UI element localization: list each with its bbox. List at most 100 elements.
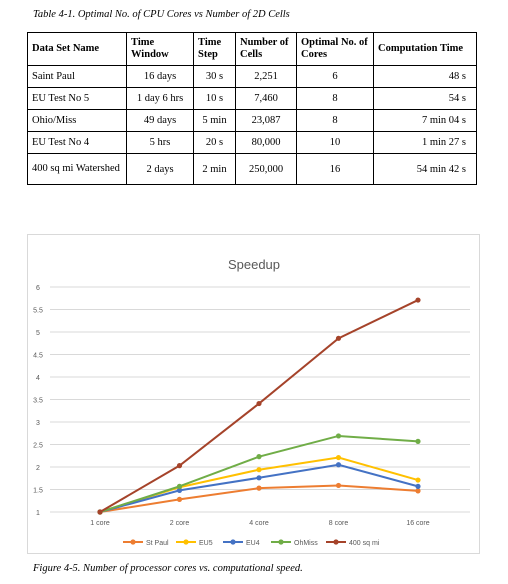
header-computation-time: Computation Time	[373, 32, 477, 66]
header-number-of-cells: Number of Cells	[235, 32, 297, 66]
table-caption: Table 4-1. Optimal No. of CPU Cores vs N…	[33, 9, 290, 20]
y-tick-label: 2.5	[33, 443, 43, 450]
cell-optimal-cores: 10	[296, 131, 374, 154]
cell-name: Ohio/Miss	[27, 109, 127, 132]
cell-name: Saint Paul	[27, 65, 127, 88]
x-tick-label: 1 core	[90, 520, 110, 527]
cell-time-step: 30 s	[193, 65, 236, 88]
cell-time-window: 49 days	[126, 109, 194, 132]
legend-label: EU4	[246, 540, 260, 547]
chart-title: Speedup	[228, 257, 280, 272]
cell-time-window: 16 days	[126, 65, 194, 88]
data-point	[97, 509, 103, 515]
data-point	[415, 488, 421, 494]
data-point	[415, 438, 421, 444]
legend-label: OhMiss	[294, 540, 318, 547]
cell-computation-time: 54 s	[373, 87, 477, 110]
data-point	[256, 467, 262, 473]
x-tick-label: 8 core	[329, 520, 349, 527]
legend-marker	[278, 539, 284, 545]
legend-marker	[333, 539, 339, 545]
chart-legend: St Paul EU5 EU4 OhMiss 400 sq mi	[123, 539, 380, 547]
data-point	[176, 483, 183, 489]
data-point	[415, 297, 421, 303]
cell-number-of-cells: 250,000	[235, 153, 297, 185]
data-point	[176, 463, 183, 469]
data-point	[256, 485, 262, 491]
legend-label: St Paul	[146, 540, 169, 547]
data-point	[176, 496, 183, 502]
cell-computation-time: 1 min 27 s	[373, 131, 477, 154]
table-row: EU Test No 4 5 hrs 20 s 80,000 10 1 min …	[27, 131, 477, 154]
x-tick-label: 16 core	[406, 520, 429, 527]
y-tick-label: 3.5	[33, 398, 43, 405]
cell-time-window: 5 hrs	[126, 131, 194, 154]
table-header-row: Data Set Name Time Window Time Step Numb…	[27, 32, 477, 66]
legend-item: EU4	[223, 539, 260, 547]
header-data-set-name: Data Set Name	[27, 32, 127, 66]
table-row: EU Test No 5 1 day 6 hrs 10 s 7,460 8 54…	[27, 87, 477, 110]
cell-time-step: 10 s	[193, 87, 236, 110]
data-point	[335, 433, 342, 439]
data-point	[256, 400, 262, 407]
data-point	[335, 335, 342, 341]
cell-number-of-cells: 23,087	[235, 109, 297, 132]
legend-label: EU5	[199, 540, 213, 547]
cpu-cores-table: Data Set Name Time Window Time Step Numb…	[27, 32, 477, 185]
cell-computation-time: 54 min 42 s	[373, 153, 477, 185]
legend-label: 400 sq mi	[349, 540, 380, 547]
legend-marker	[183, 539, 189, 545]
data-point	[335, 462, 342, 468]
speedup-chart-svg: Speedup 1 1.5 2 2.5 3 3.5 4 4.5 5 5.5 6 1 core 2 co…	[33, 257, 470, 547]
data-point	[176, 487, 183, 493]
cell-time-step: 5 min	[193, 109, 236, 132]
cell-computation-time: 48 s	[373, 65, 477, 88]
y-tick-label: 4	[36, 375, 40, 382]
data-point	[415, 483, 421, 489]
y-tick-label: 2	[36, 465, 40, 472]
y-tick-label: 3	[36, 420, 40, 427]
header-time-step: Time Step	[193, 32, 236, 66]
cell-optimal-cores: 8	[296, 87, 374, 110]
x-tick-label: 2 core	[170, 520, 190, 527]
table-row: Ohio/Miss 49 days 5 min 23,087 8 7 min 0…	[27, 109, 477, 132]
data-point	[415, 477, 421, 483]
chart-series	[97, 297, 421, 515]
header-optimal-cores: Optimal No. of Cores	[296, 32, 374, 66]
y-tick-label: 1	[36, 510, 40, 517]
speedup-chart: Speedup 1 1.5 2 2.5 3 3.5 4 4.5 5 5.5 6 1 core 2 co…	[27, 234, 480, 554]
data-point	[256, 454, 262, 460]
legend-marker	[130, 539, 136, 545]
series-400-sq-mi	[97, 297, 421, 515]
cell-number-of-cells: 80,000	[235, 131, 297, 154]
chart-y-tick-labels: 1 1.5 2 2.5 3 3.5 4 4.5 5 5.5 6	[33, 285, 43, 517]
data-point	[256, 475, 262, 481]
legend-item: EU5	[176, 539, 213, 547]
cell-time-window: 1 day 6 hrs	[126, 87, 194, 110]
data-point	[335, 454, 342, 461]
cell-name: 400 sq mi Watershed	[27, 153, 127, 185]
cell-time-step: 2 min	[193, 153, 236, 185]
legend-marker	[230, 539, 236, 545]
cell-number-of-cells: 7,460	[235, 87, 297, 110]
y-tick-label: 4.5	[33, 353, 43, 360]
cell-computation-time: 7 min 04 s	[373, 109, 477, 132]
cell-optimal-cores: 8	[296, 109, 374, 132]
cell-number-of-cells: 2,251	[235, 65, 297, 88]
cell-time-step: 20 s	[193, 131, 236, 154]
legend-item: St Paul	[123, 539, 169, 547]
cell-name: EU Test No 5	[27, 87, 127, 110]
figure-caption: Figure 4-5. Number of processor cores vs…	[33, 563, 303, 574]
table-row: 400 sq mi Watershed 2 days 2 min 250,000…	[27, 153, 477, 185]
y-tick-label: 6	[36, 285, 40, 292]
y-tick-label: 5.5	[33, 308, 43, 315]
cell-name: EU Test No 4	[27, 131, 127, 154]
chart-x-tick-labels: 1 core 2 core 4 core 8 core 16 core	[90, 520, 430, 527]
cell-optimal-cores: 6	[296, 65, 374, 88]
x-tick-label: 4 core	[249, 520, 269, 527]
table-row: Saint Paul 16 days 30 s 2,251 6 48 s	[27, 65, 477, 88]
legend-item: 400 sq mi	[326, 539, 380, 547]
header-time-window: Time Window	[126, 32, 194, 66]
cell-optimal-cores: 16	[296, 153, 374, 185]
y-tick-label: 1.5	[33, 488, 43, 495]
